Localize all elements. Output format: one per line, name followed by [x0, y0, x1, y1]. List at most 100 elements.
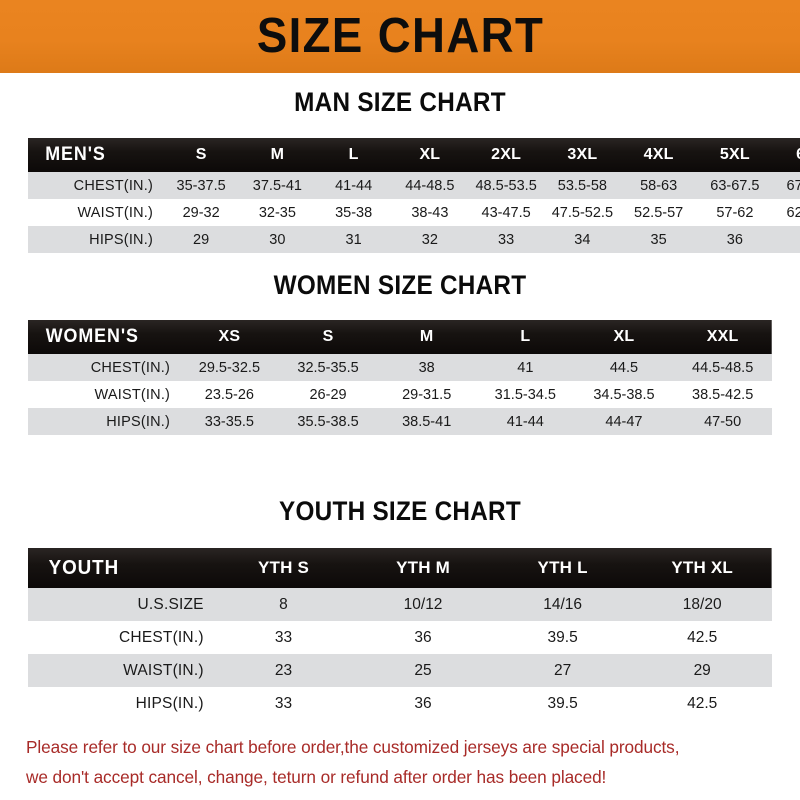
women-cell: 35.5-38.5	[278, 408, 378, 435]
youth-row-label: WAIST(IN.)	[28, 654, 214, 687]
women-size-header: L	[520, 328, 531, 345]
men-cell: 32	[391, 226, 468, 253]
men-cell: 48.5-53.5	[468, 172, 545, 199]
section-title-women: WOMEN SIZE CHART	[273, 270, 527, 300]
page-title: SIZE CHART	[256, 9, 544, 63]
youth-cell: 10/12	[353, 588, 493, 621]
women-corner-label: WOMEN'S	[45, 326, 139, 347]
men-size-header: 6XL	[773, 138, 800, 172]
youth-cell: 36	[353, 621, 493, 654]
men-cell: 32-35	[239, 199, 316, 226]
youth-cell: 25	[353, 654, 493, 687]
women-size-header: XL	[613, 328, 635, 345]
footer-line-1: Please refer to our size chart before or…	[26, 737, 680, 757]
table-row: U.S.SIZE 8 10/12 14/16 18/20	[28, 588, 772, 621]
women-cell: 29-31.5	[377, 381, 476, 408]
women-size-header: XXL	[706, 328, 739, 345]
table-row: CHEST(IN.) 35-37.5 37.5-41 41-44 44-48.5…	[28, 172, 800, 199]
men-cell: 67.5-72	[773, 172, 800, 199]
women-table-head: WOMEN'S XS S M L XL XXL	[28, 320, 772, 354]
men-size-header: S	[195, 146, 207, 163]
women-size-table: WOMEN'S XS S M L XL XXL CHEST(IN.) 29.5-…	[28, 320, 772, 435]
women-row-label: CHEST(IN.)	[28, 354, 181, 381]
youth-row-label: CHEST(IN.)	[28, 621, 214, 654]
women-cell: 44.5-48.5	[673, 354, 772, 381]
women-cell: 32.5-35.5	[278, 354, 378, 381]
men-size-header: 4XL	[643, 146, 674, 163]
women-row-label: WAIST(IN.)	[28, 381, 181, 408]
table-row: WAIST(IN.) 23.5-26 26-29 29-31.5 31.5-34…	[28, 381, 772, 408]
youth-cell: 33	[213, 687, 354, 720]
women-cell: 41-44	[476, 408, 575, 435]
table-row: WAIST(IN.) 23 25 27 29	[28, 654, 772, 687]
section-title-man: MAN SIZE CHART	[294, 87, 506, 117]
women-size-header: M	[419, 328, 434, 345]
men-cell: 47.5-52.5	[544, 199, 621, 226]
youth-cell: 39.5	[492, 687, 633, 720]
women-cell: 38	[377, 354, 476, 381]
footer-line-2: we don't accept cancel, change, teturn o…	[26, 767, 607, 787]
men-size-header: 3XL	[567, 146, 598, 163]
youth-row-label: HIPS(IN.)	[28, 687, 214, 720]
men-cell: 53.5-58	[544, 172, 621, 199]
women-cell: 34.5-38.5	[574, 381, 674, 408]
men-cell: 35-38	[315, 199, 392, 226]
youth-cell: 18/20	[632, 588, 772, 621]
men-cell: 35	[620, 226, 697, 253]
men-cell: 57-62	[696, 199, 773, 226]
men-cell: 62-66.5	[773, 199, 800, 226]
men-header-row: MEN'S S M L XL 2XL 3XL 4XL 5XL 6XL	[28, 138, 800, 172]
men-row-label: CHEST(IN.)	[28, 172, 163, 199]
women-cell: 23.5-26	[180, 381, 279, 408]
men-size-header: 2XL	[491, 146, 522, 163]
youth-table-body: U.S.SIZE 8 10/12 14/16 18/20 CHEST(IN.) …	[28, 588, 772, 720]
table-row: CHEST(IN.) 33 36 39.5 42.5	[28, 621, 772, 654]
men-cell: 31	[315, 226, 392, 253]
women-cell: 38.5-41	[377, 408, 476, 435]
men-cell: 33	[468, 226, 545, 253]
women-size-header: XS	[218, 328, 241, 345]
men-corner-label: MEN'S	[45, 144, 106, 165]
youth-corner-label: YOUTH	[48, 556, 120, 579]
women-cell: 29.5-32.5	[180, 354, 279, 381]
men-size-header: 5XL	[719, 146, 750, 163]
men-size-header: XL	[419, 146, 441, 163]
men-cell: 41-44	[315, 172, 392, 199]
youth-table-head: YOUTH YTH S YTH M YTH L YTH XL	[28, 548, 772, 588]
youth-cell: 42.5	[632, 687, 772, 720]
table-row: CHEST(IN.) 29.5-32.5 32.5-35.5 38 41 44.…	[28, 354, 772, 381]
women-cell: 44-47	[574, 408, 674, 435]
men-cell: 29	[163, 226, 240, 253]
men-cell: 37	[773, 226, 800, 253]
men-cell: 44-48.5	[391, 172, 468, 199]
page-banner: SIZE CHART	[0, 0, 800, 73]
youth-cell: 23	[213, 654, 354, 687]
men-row-label: WAIST(IN.)	[28, 199, 163, 226]
table-row: HIPS(IN.) 33-35.5 35.5-38.5 38.5-41 41-4…	[28, 408, 772, 435]
youth-cell: 39.5	[492, 621, 633, 654]
youth-cell: 36	[353, 687, 493, 720]
women-cell: 44.5	[574, 354, 674, 381]
men-cell: 35-37.5	[163, 172, 240, 199]
women-size-header: S	[322, 328, 334, 345]
men-cell: 37.5-41	[239, 172, 316, 199]
women-cell: 33-35.5	[180, 408, 279, 435]
women-cell: 26-29	[278, 381, 378, 408]
women-row-label: HIPS(IN.)	[28, 408, 181, 435]
women-table-body: CHEST(IN.) 29.5-32.5 32.5-35.5 38 41 44.…	[28, 354, 772, 435]
youth-cell: 33	[213, 621, 354, 654]
men-row-label: HIPS(IN.)	[28, 226, 163, 253]
women-cell: 38.5-42.5	[673, 381, 772, 408]
section-title-youth: YOUTH SIZE CHART	[279, 496, 521, 526]
youth-size-header: YTH L	[537, 558, 588, 577]
youth-size-header: YTH XL	[671, 558, 734, 577]
women-cell: 31.5-34.5	[476, 381, 575, 408]
youth-header-row: YOUTH YTH S YTH M YTH L YTH XL	[28, 548, 772, 588]
youth-cell: 14/16	[492, 588, 633, 621]
youth-cell: 8	[213, 588, 354, 621]
youth-cell: 27	[492, 654, 633, 687]
women-cell: 41	[476, 354, 575, 381]
men-cell: 36	[696, 226, 773, 253]
men-cell: 29-32	[163, 199, 240, 226]
youth-cell: 42.5	[632, 621, 772, 654]
